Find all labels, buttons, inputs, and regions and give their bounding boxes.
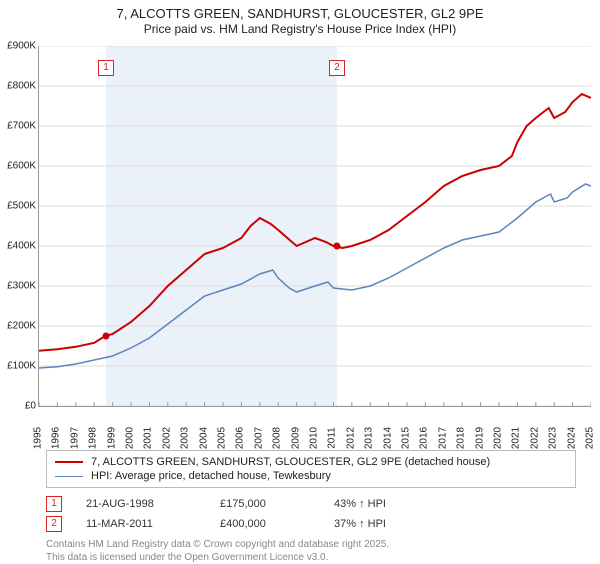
x-tick-label: 2020 [493, 427, 504, 449]
transaction-price: £175,000 [220, 498, 310, 510]
transaction-marker: 2 [46, 516, 62, 532]
x-tick-label: 1999 [106, 427, 117, 449]
x-tick-label: 2001 [143, 427, 154, 449]
x-tick-label: 2024 [566, 427, 577, 449]
y-tick-label: £800K [7, 81, 36, 92]
chart-area: £0 £100K £200K £300K £400K £500K £600K £700K £80… [0, 46, 600, 418]
marker-label: 2 [329, 60, 345, 76]
x-tick-label: 2022 [529, 427, 540, 449]
titles: 7, ALCOTTS GREEN, SANDHURST, GLOUCESTER,… [0, 0, 600, 36]
x-tick-label: 1995 [33, 427, 44, 449]
x-tick-label: 2018 [456, 427, 467, 449]
x-tick-label: 2012 [345, 427, 356, 449]
x-tick-label: 2023 [548, 427, 559, 449]
y-tick-label: £600K [7, 161, 36, 172]
plot-svg [39, 46, 591, 406]
x-tick-label: 2004 [198, 427, 209, 449]
x-tick-label: 1998 [88, 427, 99, 449]
y-axis-labels: £0£100K£200K£300K£400K£500K£600K£700K£80… [0, 46, 38, 406]
x-tick-label: 2009 [290, 427, 301, 449]
x-tick-label: 2002 [161, 427, 172, 449]
y-tick-label: £200K [7, 321, 36, 332]
y-tick-label: £700K [7, 121, 36, 132]
footer-line1: Contains HM Land Registry data © Crown c… [46, 538, 576, 551]
chart-container: 7, ALCOTTS GREEN, SANDHURST, GLOUCESTER,… [0, 0, 600, 560]
transaction-pct: 37% ↑ HPI [334, 518, 414, 530]
legend-swatch [55, 461, 83, 463]
y-tick-label: £400K [7, 241, 36, 252]
legend-item: HPI: Average price, detached house, Tewk… [55, 469, 567, 483]
transactions-table: 1 21-AUG-1998 £175,000 43% ↑ HPI 2 11-MAR-201… [46, 494, 576, 534]
x-tick-label: 2014 [382, 427, 393, 449]
x-tick-label: 2007 [253, 427, 264, 449]
x-tick-label: 2005 [217, 427, 228, 449]
x-tick-label: 2019 [474, 427, 485, 449]
x-tick-label: 2021 [511, 427, 522, 449]
y-tick-label: £0 [25, 401, 36, 412]
x-tick-label: 2006 [235, 427, 246, 449]
x-tick-label: 1996 [51, 427, 62, 449]
transaction-price: £400,000 [220, 518, 310, 530]
marker-label: 1 [98, 60, 114, 76]
x-axis-labels: 1995199619971998199920002001200220032004… [38, 408, 590, 448]
x-tick-label: 1997 [69, 427, 80, 449]
transaction-row: 1 21-AUG-1998 £175,000 43% ↑ HPI [46, 494, 576, 514]
plot-area [38, 46, 591, 407]
y-tick-label: £100K [7, 361, 36, 372]
legend-section: 7, ALCOTTS GREEN, SANDHURST, GLOUCESTER,… [46, 450, 576, 564]
x-tick-label: 2013 [364, 427, 375, 449]
y-tick-label: £300K [7, 281, 36, 292]
legend-item: 7, ALCOTTS GREEN, SANDHURST, GLOUCESTER,… [55, 455, 567, 469]
title-subtitle: Price paid vs. HM Land Registry's House … [0, 22, 600, 36]
legend-box: 7, ALCOTTS GREEN, SANDHURST, GLOUCESTER,… [46, 450, 576, 488]
transaction-date: 21-AUG-1998 [86, 498, 196, 510]
x-tick-label: 2008 [272, 427, 283, 449]
x-tick-label: 2015 [401, 427, 412, 449]
footer: Contains HM Land Registry data © Crown c… [46, 538, 576, 564]
x-tick-label: 2011 [327, 427, 338, 449]
x-tick-label: 2000 [125, 427, 136, 449]
transaction-date: 11-MAR-2011 [86, 518, 196, 530]
x-tick-label: 2025 [585, 427, 596, 449]
legend-label: 7, ALCOTTS GREEN, SANDHURST, GLOUCESTER,… [91, 456, 490, 468]
y-tick-label: £500K [7, 201, 36, 212]
x-tick-label: 2003 [180, 427, 191, 449]
transaction-pct: 43% ↑ HPI [334, 498, 414, 510]
footer-line2: This data is licensed under the Open Gov… [46, 551, 576, 564]
transaction-row: 2 11-MAR-2011 £400,000 37% ↑ HPI [46, 514, 576, 534]
legend-swatch [55, 476, 83, 477]
x-tick-label: 2017 [437, 427, 448, 449]
transaction-marker: 1 [46, 496, 62, 512]
x-tick-label: 2016 [419, 427, 430, 449]
x-tick-label: 2010 [309, 427, 320, 449]
title-address: 7, ALCOTTS GREEN, SANDHURST, GLOUCESTER,… [0, 6, 600, 21]
y-tick-label: £900K [7, 41, 36, 52]
legend-label: HPI: Average price, detached house, Tewk… [91, 470, 331, 482]
